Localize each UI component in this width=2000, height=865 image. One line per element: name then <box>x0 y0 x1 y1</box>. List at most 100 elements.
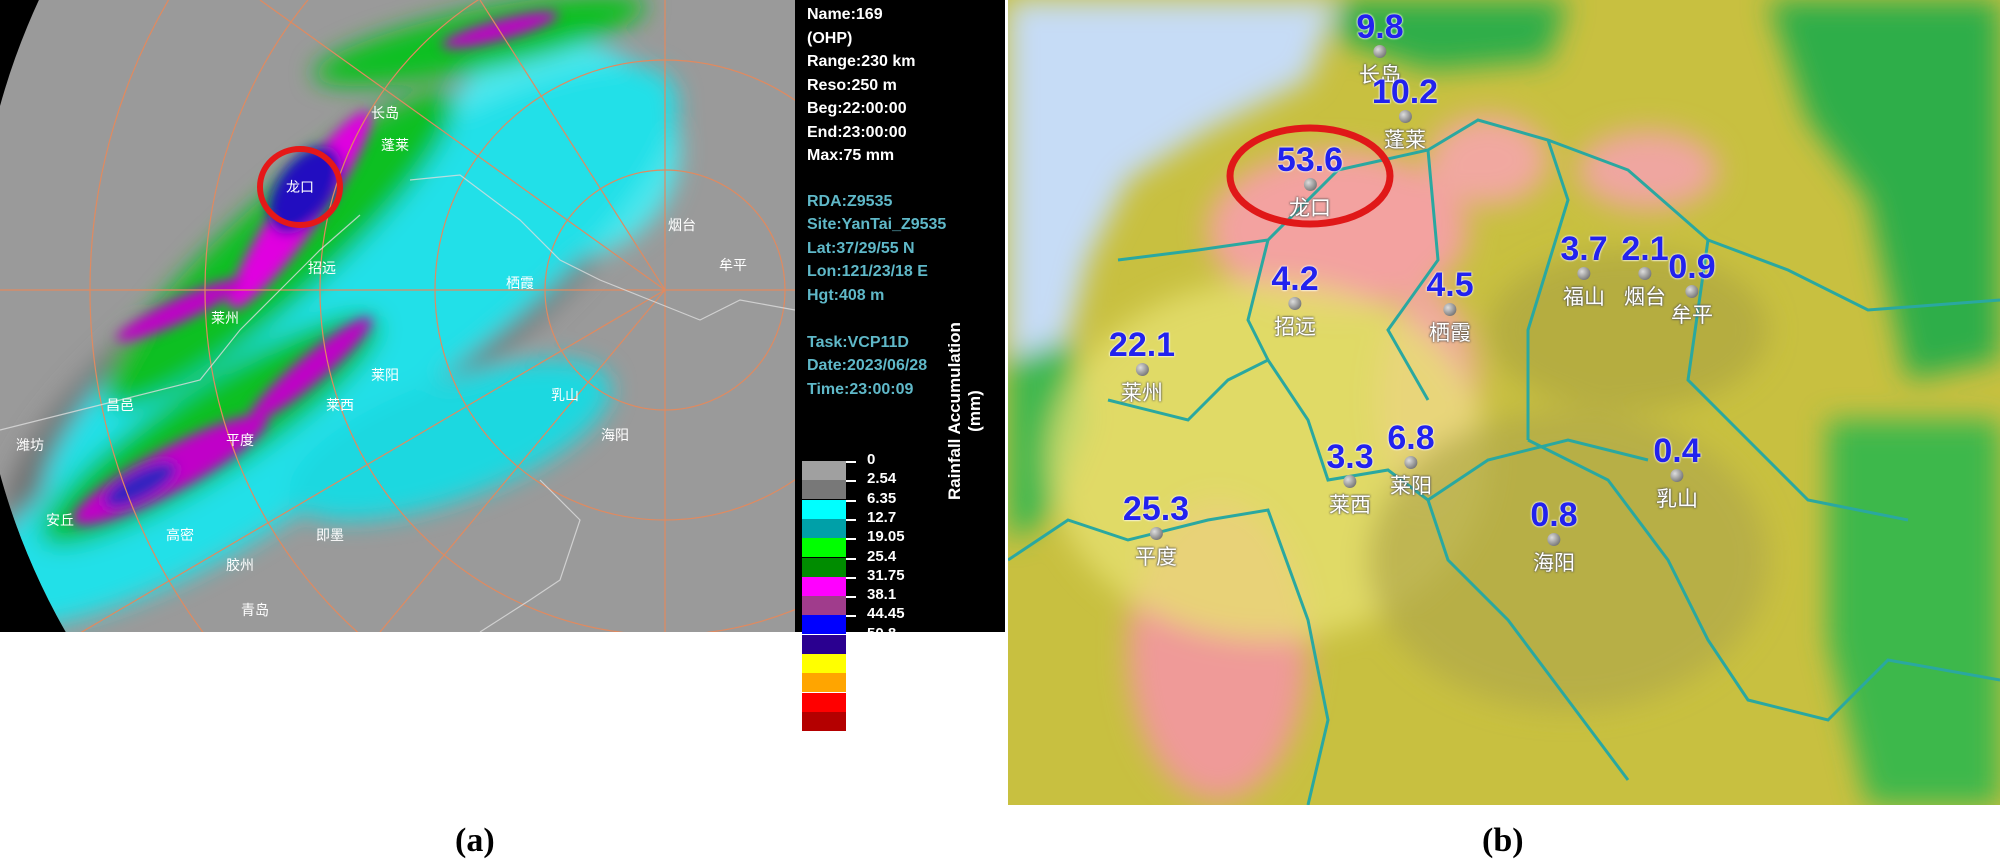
station-rainfall-map: 9.8 长岛 10.2 蓬莱 53.6 龙口 3.7 福山 2.1 烟台 0.9 牟平 4.2 招远 4.5… <box>1008 0 2000 805</box>
station-value: 22.1 <box>1108 326 1176 364</box>
caption-a: (a) <box>455 822 495 859</box>
station-dot-icon <box>1685 285 1699 298</box>
info-line: Reso:250 m <box>807 76 897 94</box>
station-value: 9.8 <box>1356 8 1404 46</box>
legend-title: Rainfall Accumulation (mm) <box>945 322 985 500</box>
info-line: Lon:121/23/18 E <box>807 263 928 280</box>
legend-tick <box>846 538 856 541</box>
station-name: 莱西 <box>1328 494 1371 517</box>
legend-swatch <box>802 576 846 596</box>
legend-label: 38.1 <box>867 586 897 604</box>
station-name: 招远 <box>1273 316 1316 339</box>
legend-label: 152.4 <box>867 701 905 719</box>
legend-label: 50.8 <box>867 624 897 642</box>
legend-label: 101.6 <box>867 682 905 700</box>
legend-tick <box>846 461 856 463</box>
station-dot-icon <box>1149 527 1163 540</box>
station-marker: 3.3 莱西 <box>1326 440 1373 519</box>
legend-label: 19.05 <box>867 528 905 546</box>
legend-label: 2.54 <box>867 470 897 488</box>
legend-tick <box>846 731 856 734</box>
station-name: 栖霞 <box>1428 322 1471 345</box>
info-line: Max:75 mm <box>807 147 895 164</box>
legend-label: 25.4 <box>867 547 897 565</box>
legend-swatch <box>802 538 846 558</box>
station-dot-icon <box>1303 178 1317 191</box>
station-value: 3.3 <box>1326 438 1374 476</box>
legend-label: 63.5 <box>867 644 897 661</box>
place-label: 胶州 <box>226 557 254 573</box>
legend-swatch <box>802 673 846 693</box>
station-marker: 0.9 牟平 <box>1668 250 1715 329</box>
station-name: 蓬莱 <box>1384 129 1426 152</box>
station-name: 长岛 <box>1358 64 1401 87</box>
highlight-ellipse <box>1226 124 1394 228</box>
info-line: Task:VCP11D <box>807 333 909 351</box>
info-line: Range:230 km <box>807 53 916 70</box>
terrain-map <box>1008 0 2000 805</box>
info-line: Hgt:408 m <box>807 286 885 304</box>
legend-label: 76.2 <box>867 663 897 681</box>
place-label: 潍坊 <box>16 437 44 453</box>
legend-tick <box>846 634 856 637</box>
place-label: 栖霞 <box>506 275 534 291</box>
legend-tick <box>846 576 856 579</box>
legend-swatch <box>802 692 846 712</box>
legend-swatch <box>802 461 846 480</box>
station-marker: 9.8 长岛 <box>1356 10 1403 89</box>
legend-tick <box>846 711 856 714</box>
station-dot-icon <box>1398 110 1412 123</box>
station-value: 53.6 <box>1276 141 1344 179</box>
station-name: 海阳 <box>1532 552 1575 575</box>
place-label: 青岛 <box>241 602 269 618</box>
legend-label: 6.35 <box>867 489 897 507</box>
station-marker: 3.7 福山 <box>1560 232 1607 311</box>
legend-title-text: Rainfall Accumulation <box>945 322 964 500</box>
place-label: 昌邑 <box>106 397 134 413</box>
station-marker: 4.2 招远 <box>1271 262 1318 341</box>
station-value: 25.3 <box>1122 490 1190 528</box>
station-name: 牟平 <box>1670 304 1713 327</box>
radar-image: 长岛 蓬莱 龙口 烟台 招远 栖霞 牟平 莱州 莱阳 莱西 乳山 海阳 昌邑 潍… <box>0 0 795 632</box>
legend-tick <box>846 557 856 560</box>
place-label: 平度 <box>226 432 254 448</box>
station-marker: 0.8 海阳 <box>1530 498 1577 577</box>
station-dot-icon <box>1670 469 1684 482</box>
station-marker: 6.8 莱阳 <box>1387 421 1434 500</box>
place-label: 乳山 <box>551 387 579 403</box>
station-name: 龙口 <box>1289 197 1331 220</box>
station-dot-icon <box>1404 456 1418 469</box>
station-dot-icon <box>1547 533 1561 546</box>
info-line: Lat:37/29/55 N <box>807 239 915 257</box>
station-value: 3.7 <box>1560 230 1608 268</box>
radar-rainfall-map <box>0 0 795 632</box>
place-label: 蓬莱 <box>381 137 409 153</box>
station-name: 乳山 <box>1655 488 1698 511</box>
legend-swatch <box>802 731 846 751</box>
place-label: 即墨 <box>316 527 344 543</box>
place-label: 烟台 <box>668 217 696 233</box>
station-name: 烟台 <box>1623 286 1666 309</box>
legend-label: 203.2 <box>867 721 905 739</box>
station-dot-icon <box>1577 267 1591 280</box>
place-label: 海阳 <box>601 427 629 443</box>
legend-tick <box>846 596 856 599</box>
legend-swatch <box>802 596 846 616</box>
legend-swatch <box>802 711 846 731</box>
place-label: 牟平 <box>719 257 747 273</box>
place-label: 龙口 <box>286 179 314 195</box>
highlight-circle <box>257 146 343 228</box>
station-dot-icon <box>1443 303 1457 316</box>
place-label: 高密 <box>166 527 194 543</box>
station-value: 10.2 <box>1371 73 1439 111</box>
info-line: (OHP) <box>807 29 853 47</box>
place-label: 莱西 <box>326 397 354 413</box>
station-dot-icon <box>1343 475 1357 488</box>
station-dot-icon <box>1288 297 1302 310</box>
place-label: 莱阳 <box>371 367 399 383</box>
place-label: 招远 <box>308 260 336 276</box>
station-marker: 10.2 蓬莱 <box>1372 75 1438 154</box>
legend-label: 44.45 <box>867 605 905 623</box>
station-value: 4.2 <box>1271 260 1319 298</box>
legend-swatch <box>802 654 846 673</box>
